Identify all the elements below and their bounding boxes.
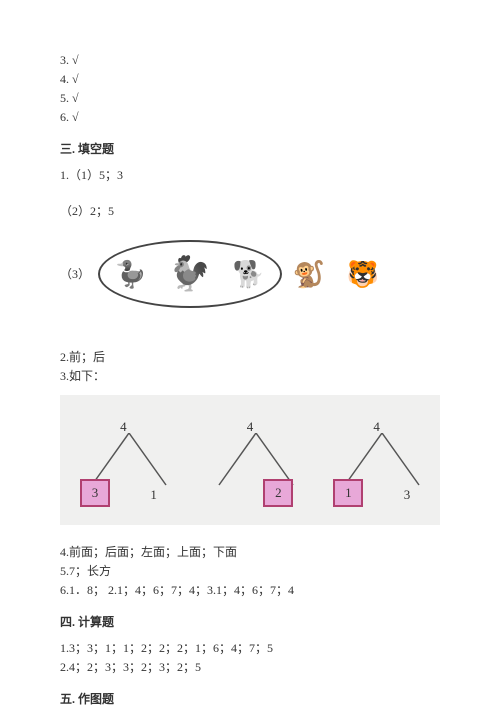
section-4-title: 四. 计算题 — [60, 613, 440, 631]
q5: 5.7；长方 — [60, 562, 440, 580]
q1-part2: （2）2；5 — [60, 202, 440, 220]
tree-leaf-box: 2 — [263, 479, 293, 507]
tree-diagram: 42 — [201, 417, 300, 507]
checkmark-item: 6. √ — [60, 108, 440, 126]
q3-label: （3） — [60, 265, 90, 283]
checkmark-item: 5. √ — [60, 89, 440, 107]
q4: 4.前面；后面；左面；上面；下面 — [60, 543, 440, 561]
section-3-title: 三. 填空题 — [60, 140, 440, 158]
sec4-line1: 1.3；3；1；1；2；2；2；1；6；4；7；5 — [60, 639, 440, 657]
rooster-icon: 🐓 — [162, 246, 218, 302]
tree-diagram: 413 — [327, 417, 426, 507]
q1-part1: 1.（1）5；3 — [60, 166, 440, 184]
checkmark-item: 4. √ — [60, 70, 440, 88]
checkmark-list: 3. √4. √5. √6. √ — [60, 51, 440, 126]
checkmark-item: 3. √ — [60, 51, 440, 69]
tree-row: 43142413 — [74, 417, 426, 507]
tree-leaf — [207, 483, 233, 507]
q6: 6.1．8； 2.1；4；6；7；4；3.1；4；6；7；4 — [60, 581, 440, 599]
duck-icon: 🦆 — [108, 251, 154, 297]
circled-animals: 🦆🐓🐕 — [98, 240, 282, 308]
tree-leaf: 1 — [141, 483, 167, 507]
q3-intro: 3.如下： — [60, 367, 440, 385]
q1-part3-figure: （3） 🦆🐓🐕 🐒🐯 — [60, 240, 440, 308]
tree-leaf-box: 1 — [333, 479, 363, 507]
tree-diagram-strip: 43142413 — [60, 395, 440, 525]
tree-leaf: 3 — [394, 483, 420, 507]
section-5-title: 五. 作图题 — [60, 690, 440, 708]
tree-diagram: 431 — [74, 417, 173, 507]
outside-animals: 🐒🐯 — [286, 251, 386, 297]
tree-leaf-box: 3 — [80, 479, 110, 507]
monkey-icon: 🐒 — [286, 251, 332, 297]
tiger-icon: 🐯 — [340, 251, 386, 297]
dog-icon: 🐕 — [226, 251, 272, 297]
q2: 2.前；后 — [60, 348, 440, 366]
sec4-line2: 2.4；2；3；3；2；3；2；5 — [60, 658, 440, 676]
